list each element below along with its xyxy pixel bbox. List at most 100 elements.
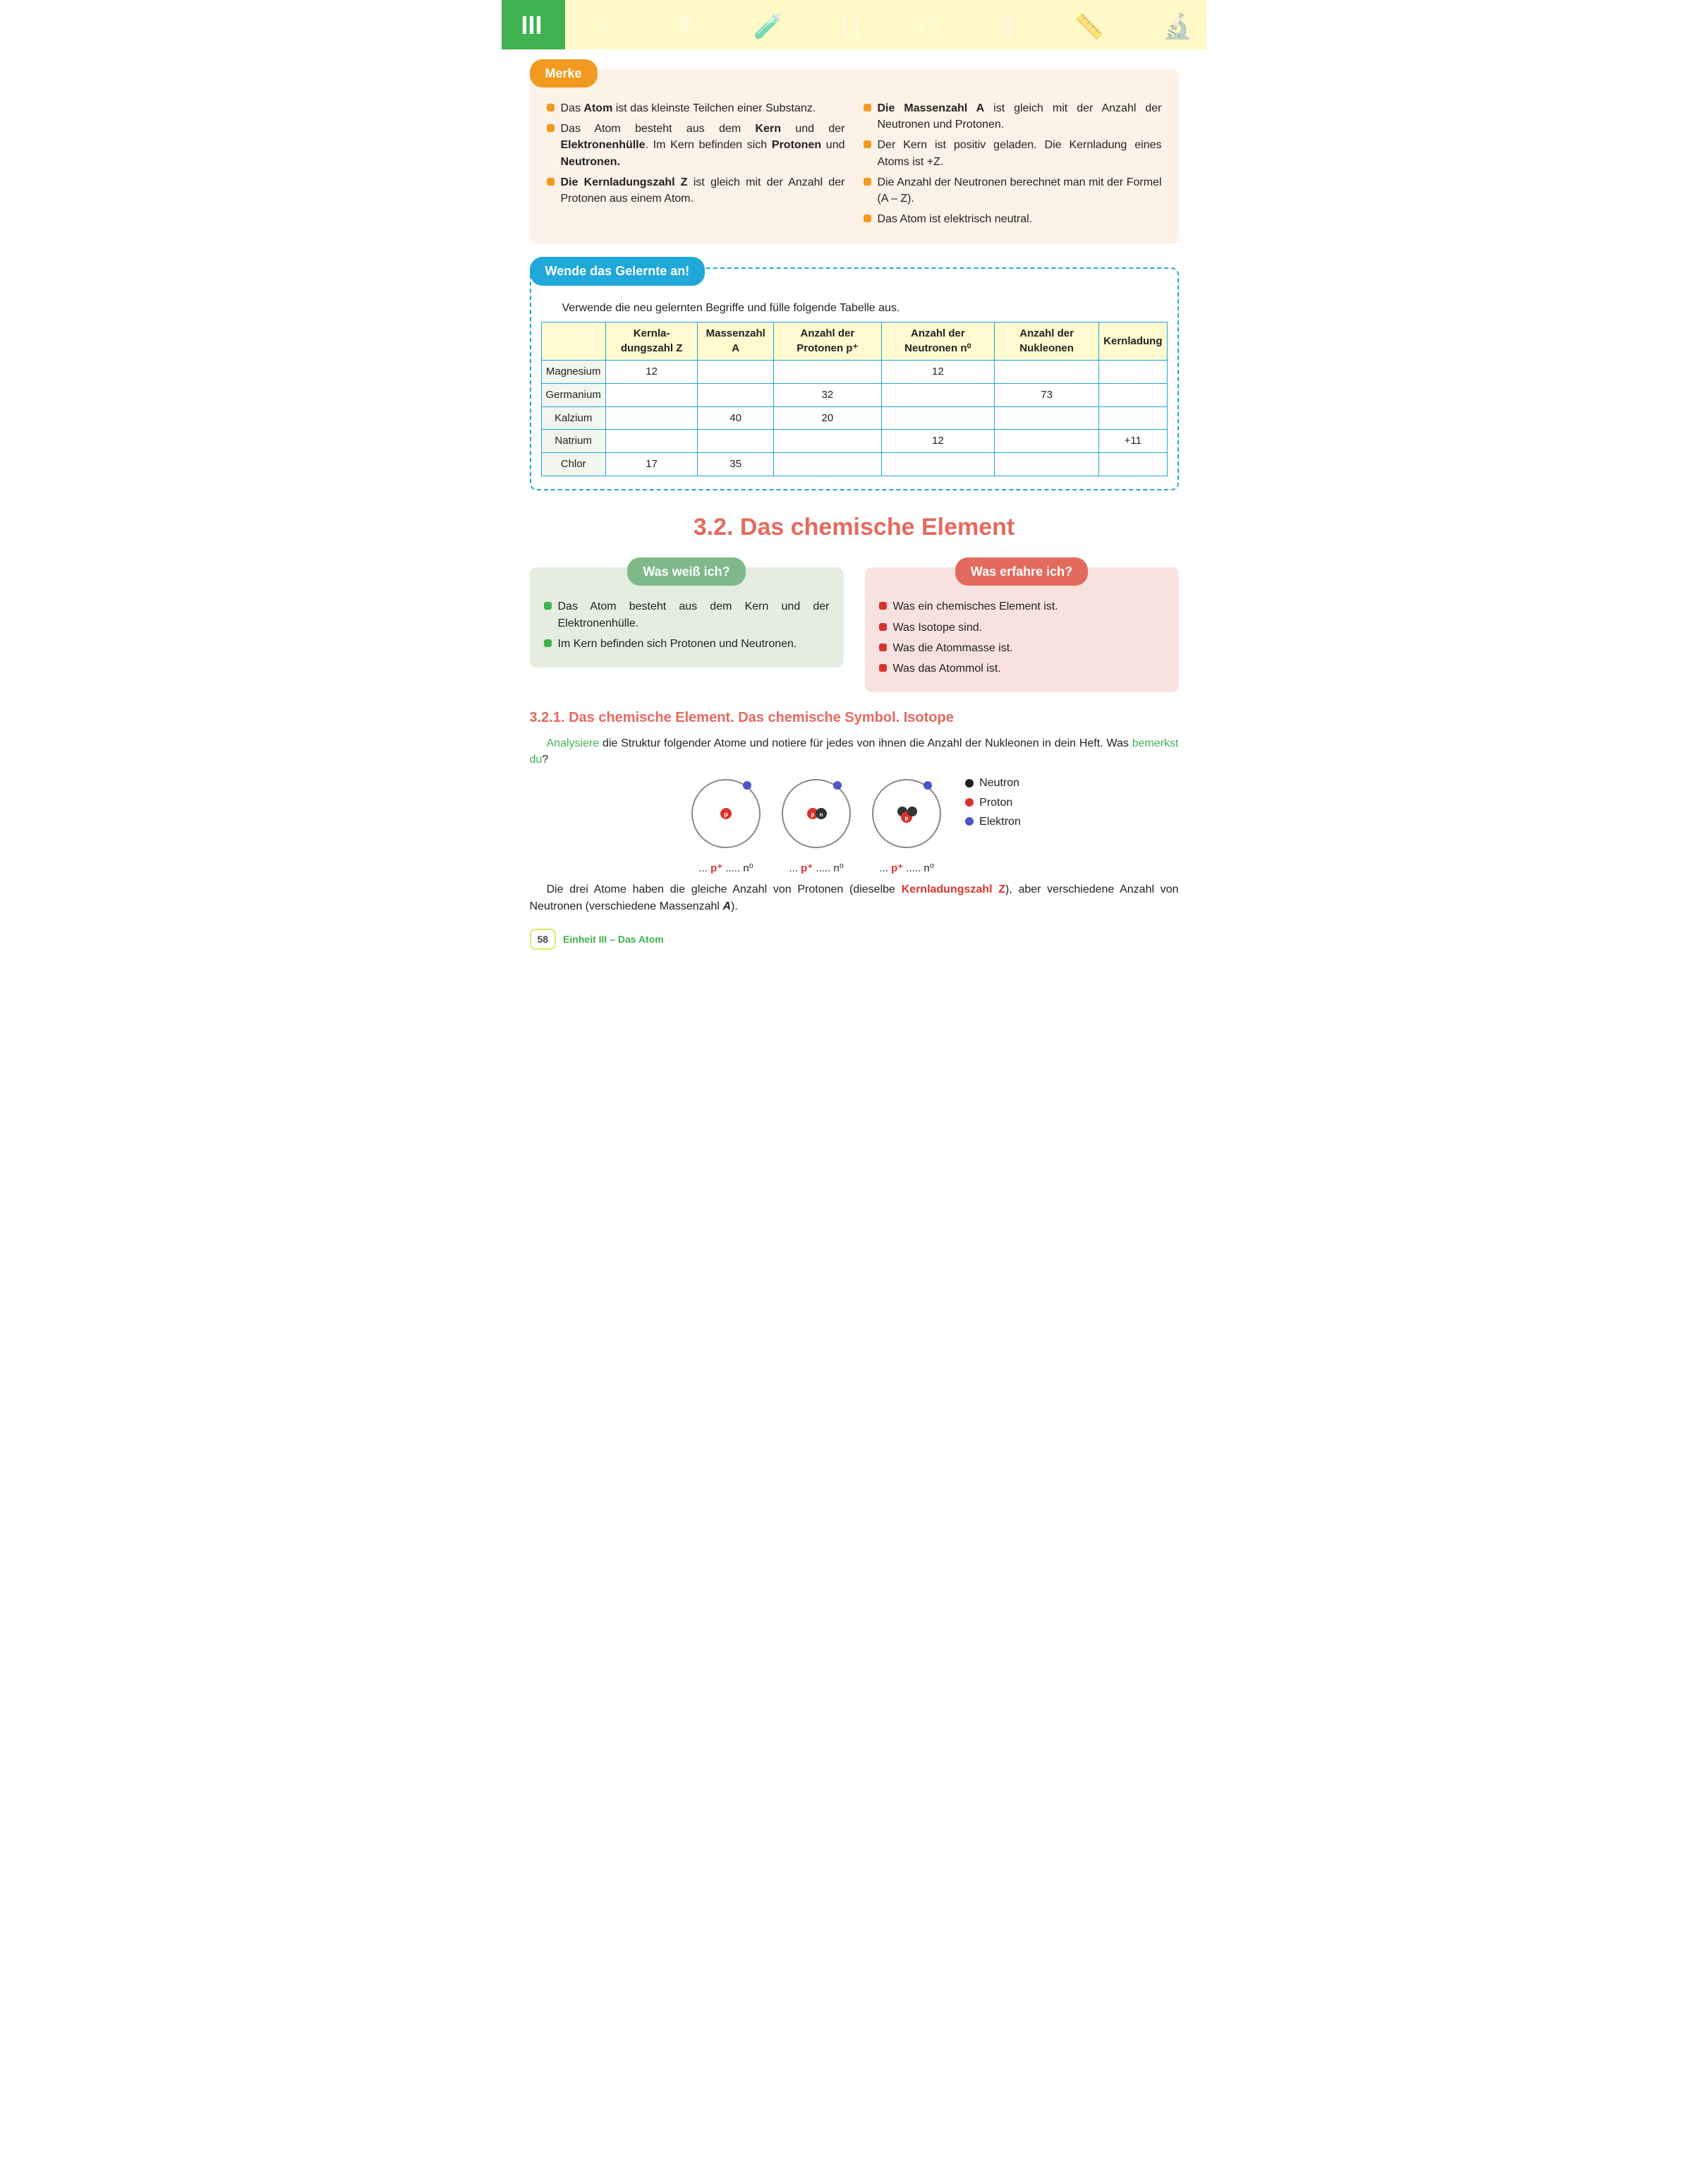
table-cell: [995, 430, 1099, 453]
table-cell: [881, 406, 994, 430]
table-cell: 17: [605, 453, 698, 476]
list-item: Was die Atommasse ist.: [879, 640, 1165, 656]
table-cell: 12: [881, 361, 994, 384]
table-cell: [698, 383, 774, 406]
list-item: Was ein chemisches Element ist.: [879, 598, 1165, 615]
table-cell: [995, 361, 1099, 384]
learn-pill: Was erfahre ich?: [955, 557, 1088, 586]
table-cell: 35: [698, 453, 774, 476]
table-cell: [995, 453, 1099, 476]
list-item: Was das Atommol ist.: [879, 660, 1165, 677]
tube-icon: 🧪: [753, 10, 783, 44]
header-bar: III ⚛ ⚗ 🧪 ∐ ⌬ ║ 📏 🔬: [502, 0, 1207, 49]
table-cell: [605, 383, 698, 406]
table-cell: 12: [881, 430, 994, 453]
molecule-icon: ⚛: [593, 10, 614, 44]
table-cell: 40: [698, 406, 774, 430]
merke-item: Das Atom ist das kleinste Teilchen einer…: [547, 100, 845, 116]
list-item: Was Isotope sind.: [879, 620, 1165, 636]
atom-diagrams: p ... p⁺ ..... n⁰ p n ... p⁺ ..... n⁰: [530, 775, 1179, 876]
know-pill: Was weiß ich?: [627, 557, 745, 586]
table-row: Natrium 12 +11: [541, 430, 1167, 453]
table-cell: [1099, 383, 1167, 406]
table-cell: 20: [774, 406, 882, 430]
svg-text:n: n: [820, 811, 823, 818]
table-cell: 12: [605, 361, 698, 384]
merke-section: Merke Das Atom ist das kleinste Teilchen…: [530, 59, 1179, 244]
atom-table: Kernla­dungszahl Z Massenzahl A Anzahl d…: [541, 322, 1168, 476]
conclusion-paragraph: Die drei Atome haben die gleiche Anzahl …: [530, 881, 1179, 914]
th-a: Massenzahl A: [698, 322, 774, 361]
table-cell: [774, 430, 882, 453]
table-cell: Magnesium: [541, 361, 605, 384]
th-protons: Anzahl der Protonen p⁺: [774, 322, 882, 361]
table-cell: [995, 406, 1099, 430]
merke-item: Die Kernladungszahl Z ist gleich mit der…: [547, 174, 845, 207]
elektron-dot: [965, 817, 974, 826]
merke-item: Das Atom ist elektrisch neutral.: [864, 211, 1162, 227]
unit-label: Einheit III – Das Atom: [563, 932, 664, 946]
merke-right-list: Die Massenzahl A ist gleich mit der Anza…: [864, 100, 1162, 227]
deco-icons: ⚛ ⚗ 🧪 ∐ ⌬ ║ 📏 🔬: [593, 10, 1193, 44]
subsection-title: 3.2.1. Das chemische Element. Das chemis…: [530, 708, 1179, 728]
th-neutrons: Anzahl der Neutronen n⁰: [881, 322, 994, 361]
svg-text:p: p: [905, 815, 909, 821]
apply-pill: Wende das Gelernte an!: [530, 257, 705, 285]
th-kernladung: Kernladung: [1099, 322, 1167, 361]
merke-left-list: Das Atom ist das kleinste Teilchen einer…: [547, 100, 845, 207]
microscope-icon: 🔬: [1163, 10, 1192, 44]
table-cell: [774, 361, 882, 384]
merke-item: Die Anzahl der Neutronen berechnet man m…: [864, 174, 1162, 207]
atom-caption: ... p⁺ ..... n⁰: [777, 861, 855, 876]
page-footer: 58 Einheit III – Das Atom: [530, 929, 1179, 950]
svg-text:p: p: [811, 811, 815, 818]
table-cell: Chlor: [541, 453, 605, 476]
analyse-paragraph: Analysiere die Struktur folgender Atome …: [530, 735, 1179, 768]
table-cell: [605, 406, 698, 430]
atom-caption: ... p⁺ ..... n⁰: [687, 861, 765, 876]
merke-item: Das Atom besteht aus dem Kern und der El…: [547, 121, 845, 170]
round-flask-icon: ⌬: [919, 10, 940, 44]
merke-item: Der Kern ist positiv geladen. Die Kernla…: [864, 137, 1162, 169]
table-cell: +11: [1099, 430, 1167, 453]
neutron-dot: [965, 779, 974, 787]
section-title: 3.2. Das chemische Element: [530, 510, 1179, 545]
table-cell: 32: [774, 383, 882, 406]
merke-item: Die Massenzahl A ist gleich mit der Anza…: [864, 100, 1162, 133]
apply-section: Wende das Gelernte an! Verwende die neu …: [530, 257, 1179, 490]
th-element: [541, 322, 605, 361]
table-cell: [698, 361, 774, 384]
table-cell: [1099, 453, 1167, 476]
beaker-icon: ∐: [842, 10, 860, 44]
table-cell: [881, 453, 994, 476]
apply-intro: Verwende die neu gelernten Begriffe und …: [562, 300, 1168, 316]
know-list: Das Atom besteht aus dem Kern und der El…: [544, 598, 830, 652]
particle-legend: Neutron Proton Elektron: [965, 775, 1021, 833]
flask-icon: ⚗: [673, 10, 694, 44]
atom-caption: ... p⁺ ..... n⁰: [868, 861, 945, 876]
list-item: Im Kern befinden sich Protonen und Neutr…: [544, 636, 830, 652]
table-cell: [1099, 361, 1167, 384]
th-nukleonen: Anzahl der Nukleonen: [995, 322, 1099, 361]
table-row: Kalzium 4020: [541, 406, 1167, 430]
ruler-icon: 📏: [1074, 10, 1104, 44]
table-cell: 73: [995, 383, 1099, 406]
atom-diagram-1: p ... p⁺ ..... n⁰: [687, 775, 765, 876]
atom-diagram-3: p ... p⁺ ..... n⁰: [868, 775, 945, 876]
atom-diagram-2: p n ... p⁺ ..... n⁰: [777, 775, 855, 876]
table-row: Magnesium1212: [541, 361, 1167, 384]
learn-list: Was ein chemisches Element ist. Was Isot…: [879, 598, 1165, 677]
table-header-row: Kernla­dungszahl Z Massenzahl A Anzahl d…: [541, 322, 1167, 361]
table-cell: Kalzium: [541, 406, 605, 430]
table-cell: [881, 383, 994, 406]
table-cell: [774, 453, 882, 476]
table-cell: [605, 430, 698, 453]
unit-roman: III: [521, 7, 543, 44]
table-cell: Natrium: [541, 430, 605, 453]
proton-dot: [965, 798, 974, 807]
table-row: Chlor1735: [541, 453, 1167, 476]
tubes-icon: ║: [998, 10, 1015, 44]
table-cell: Germanium: [541, 383, 605, 406]
merke-pill: Merke: [530, 59, 598, 87]
th-z: Kernla­dungszahl Z: [605, 322, 698, 361]
